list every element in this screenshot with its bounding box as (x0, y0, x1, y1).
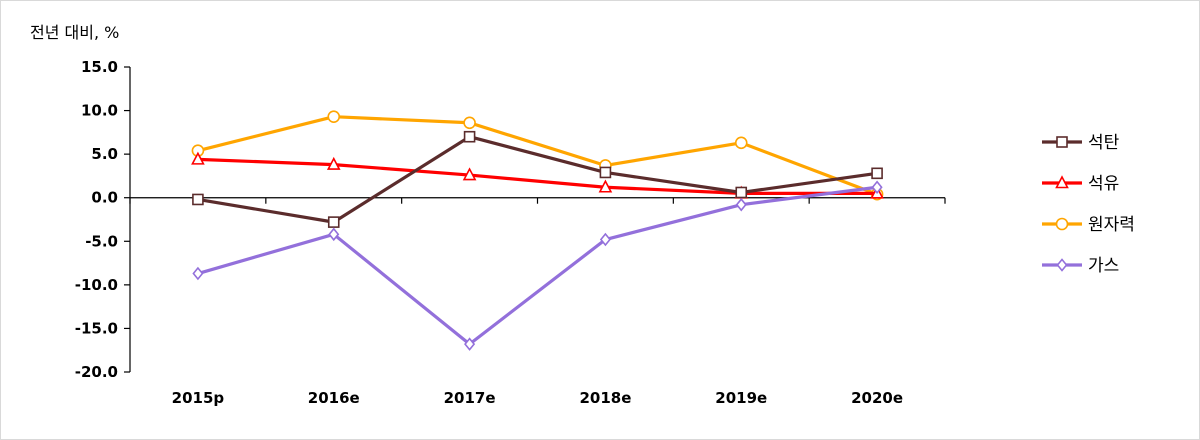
y-tick-label: -15.0 (75, 319, 118, 337)
axes: 15.0 10.0 5.0 0.0 -5.0 -10.0 -15.0 -20.0 2015p 20… (75, 58, 946, 407)
y-tick-label: -20.0 (75, 363, 118, 381)
data-point (735, 186, 748, 199)
x-tick-label: 2018e (579, 389, 631, 407)
data-point (599, 166, 612, 179)
y-tick-label: -10.0 (75, 276, 118, 294)
legend-swatch-marker (1055, 217, 1069, 231)
series-diamond (192, 180, 883, 351)
x-tick-label: 2016e (308, 389, 360, 407)
data-point (192, 193, 204, 206)
y-tick-label: -5.0 (85, 232, 118, 250)
y-axis-label: 전년 대비, % (30, 23, 120, 42)
data-point (462, 167, 477, 181)
x-tick-label: 2017e (444, 389, 496, 407)
data-point (734, 136, 748, 150)
legend-label: 가스 (1088, 256, 1119, 276)
series-square (192, 130, 883, 228)
data-point (463, 130, 476, 143)
data-point (599, 232, 611, 247)
legend-item: 원자력 (1042, 215, 1135, 235)
legend-item: 가스 (1042, 256, 1119, 276)
data-point (735, 197, 747, 212)
series-layer (191, 110, 884, 351)
y-tick-label: 10.0 (81, 102, 118, 120)
data-point (598, 179, 613, 193)
data-point (327, 216, 340, 228)
legend-label: 원자력 (1088, 215, 1135, 235)
data-point (871, 167, 883, 180)
data-point (463, 116, 476, 130)
legend-label: 석탄 (1088, 133, 1120, 153)
legend-swatch-marker (1055, 175, 1069, 189)
data-point (327, 110, 341, 123)
series-line (197, 157, 878, 195)
y-tick-label: 15.0 (81, 58, 118, 76)
x-tick-label: 2020e (851, 389, 903, 407)
data-point (328, 227, 340, 242)
data-point (191, 151, 205, 165)
data-point (871, 180, 883, 195)
legend-item: 석유 (1042, 174, 1119, 194)
series-line (197, 115, 878, 196)
data-point (326, 156, 341, 170)
series-triangle (191, 151, 884, 199)
data-point (464, 337, 476, 351)
data-point (192, 266, 204, 281)
legend-swatch-marker (1056, 258, 1068, 272)
y-tick-label: 5.0 (91, 145, 118, 163)
series-line (197, 135, 878, 224)
legend-label: 석유 (1088, 174, 1119, 194)
y-tick-label: 0.0 (91, 189, 118, 207)
x-tick-label: 2019e (715, 389, 767, 407)
series-circle (191, 110, 884, 201)
x-tick-label: 2015p (172, 389, 225, 407)
series-line (197, 185, 878, 346)
legend-swatch-marker (1056, 136, 1068, 148)
legend-item: 석탄 (1042, 133, 1120, 153)
